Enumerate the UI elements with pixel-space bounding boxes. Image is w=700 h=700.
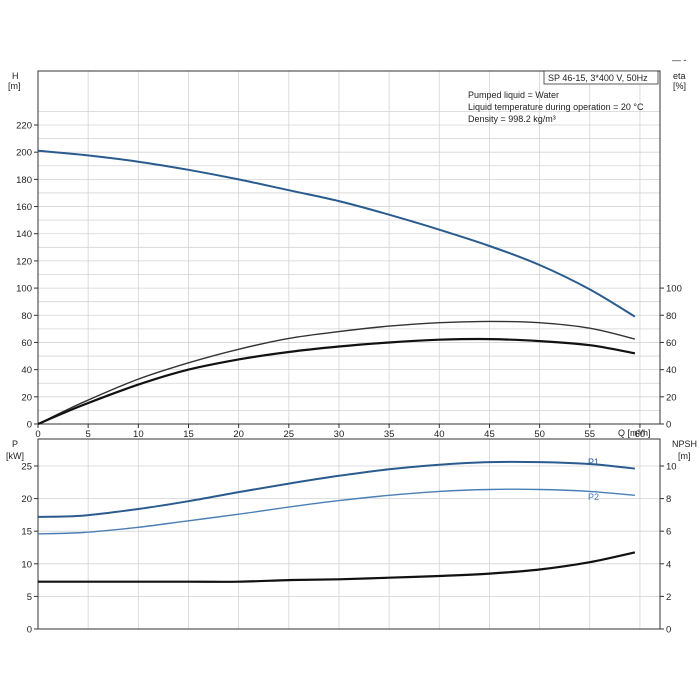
q-tick-label: 10 — [133, 429, 144, 440]
eta-tick-label: 40 — [666, 365, 677, 376]
h-tick-label: 100 — [16, 284, 32, 295]
series-line-eta-pump — [37, 320, 636, 425]
corner-mark: — - — [672, 55, 687, 65]
top-panel-frame — [37, 70, 661, 425]
q-tick-label: 55 — [584, 429, 595, 440]
p-tick-label: 15 — [21, 527, 32, 538]
h-tick-label: 60 — [21, 338, 32, 349]
eta-tick-label: 0 — [666, 420, 671, 431]
p-axis-label: P — [12, 439, 18, 449]
info-line-liquid: Pumped liquid = Water — [468, 90, 559, 100]
q-tick-label: 60 — [635, 429, 646, 440]
series-line-p2 — [37, 488, 635, 535]
series-line-eta-total — [37, 337, 636, 426]
q-tick-label: 25 — [284, 429, 295, 440]
series-line-h — [37, 149, 636, 318]
q-tick-label: 40 — [434, 429, 445, 440]
h-tick-label: 160 — [16, 202, 32, 213]
series-line-npsh — [38, 551, 636, 583]
h-axis-unit: [m] — [8, 81, 21, 91]
h-tick-label: 140 — [16, 229, 32, 240]
p1-series-label: P1 — [588, 457, 599, 467]
p-tick-label: 5 — [27, 592, 32, 603]
h-tick-label: 20 — [21, 392, 32, 403]
eta-axis-label: eta — [673, 71, 686, 81]
eta-axis-unit: [%] — [673, 81, 686, 91]
bottom-panel-frame — [37, 438, 661, 630]
eta-tick-label: 100 — [666, 284, 682, 295]
h-tick-label: 200 — [16, 148, 32, 159]
h-tick-label: 80 — [21, 311, 32, 322]
p-tick-label: 25 — [21, 462, 32, 473]
p-axis-unit: [kW] — [6, 451, 24, 461]
p2-series-label: P2 — [588, 492, 599, 502]
h-tick-label: 220 — [16, 121, 32, 132]
q-tick-label: 0 — [35, 429, 40, 440]
info-line-temperature: Liquid temperature during operation = 20… — [468, 102, 644, 112]
npsh-axis-label: NPSH — [672, 439, 697, 449]
npsh-tick-label: 4 — [666, 559, 671, 570]
p-tick-label: 0 — [27, 625, 32, 636]
series-line-p1 — [37, 460, 636, 518]
top-panel-curves — [37, 149, 636, 426]
q-axis-label: Q [m³/h] — [618, 428, 651, 438]
npsh-tick-label: 6 — [666, 527, 671, 538]
title-box-text: SP 46-15, 3*400 V, 50Hz — [548, 73, 648, 83]
npsh-tick-label: 8 — [666, 494, 671, 505]
h-tick-label: 0 — [27, 420, 32, 431]
h-tick-label: 180 — [16, 175, 32, 186]
h-tick-label: 120 — [16, 256, 32, 267]
h-axis-label: H — [12, 71, 19, 81]
q-tick-label: 15 — [183, 429, 194, 440]
p-tick-label: 10 — [21, 559, 32, 570]
title-box — [543, 70, 659, 85]
npsh-tick-label: 0 — [666, 625, 671, 636]
npsh-axis-unit: [m] — [678, 451, 691, 461]
top-panel-grid — [38, 71, 660, 424]
q-tick-label: 35 — [384, 429, 395, 440]
npsh-tick-label: 10 — [666, 462, 677, 473]
npsh-tick-label: 2 — [666, 592, 671, 603]
info-line-density: Density = 998.2 kg/m³ — [468, 114, 556, 124]
bottom-panel-grid — [38, 439, 660, 629]
eta-tick-label: 20 — [666, 392, 677, 403]
q-tick-label: 50 — [534, 429, 545, 440]
q-tick-label: 30 — [334, 429, 345, 440]
q-tick-label: 5 — [86, 429, 91, 440]
h-tick-label: 40 — [21, 365, 32, 376]
eta-tick-label: 80 — [666, 311, 677, 322]
q-tick-label: 45 — [484, 429, 495, 440]
eta-tick-label: 60 — [666, 338, 677, 349]
bottom-panel-curves — [37, 460, 636, 583]
p-tick-label: 20 — [21, 494, 32, 505]
q-tick-label: 20 — [233, 429, 244, 440]
axis-tick-labels: 0204060801001201401601802002200204060801… — [16, 121, 682, 636]
